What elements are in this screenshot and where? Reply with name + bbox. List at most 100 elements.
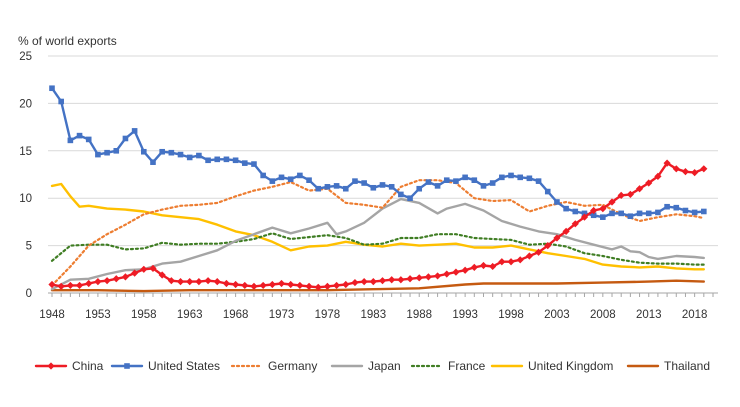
- y-tick-label: 10: [19, 193, 32, 205]
- x-tick-label: 1993: [452, 309, 478, 321]
- data-point: [232, 280, 240, 289]
- data-point: [177, 151, 184, 158]
- series-united-states: [49, 85, 707, 220]
- series-line-united-kingdom: [50, 182, 705, 271]
- data-point: [149, 264, 157, 272]
- data-point: [167, 277, 175, 285]
- data-point: [332, 281, 341, 290]
- data-point: [388, 276, 396, 284]
- data-point: [195, 278, 203, 286]
- data-point: [351, 278, 359, 287]
- data-point: [407, 195, 413, 201]
- data-point: [214, 156, 221, 163]
- data-point: [306, 177, 312, 183]
- data-point: [112, 275, 120, 283]
- y-tick-label: 0: [26, 288, 32, 300]
- data-point: [223, 156, 230, 163]
- data-point: [213, 278, 221, 286]
- data-point: [416, 185, 423, 192]
- y-tick-label: 15: [19, 146, 32, 158]
- data-point: [140, 265, 148, 273]
- data-point: [113, 148, 120, 154]
- data-point: [58, 98, 64, 105]
- data-point: [461, 266, 469, 274]
- legend-marker: [47, 362, 55, 370]
- data-point: [673, 204, 680, 211]
- legend-item-japan: Japan: [330, 359, 401, 373]
- data-point: [277, 279, 286, 288]
- data-point: [361, 180, 367, 186]
- data-point: [159, 148, 165, 155]
- data-point: [691, 169, 699, 177]
- x-axis: 1948 1953 1958 1963 1968 1973 1978 1983 1988 1993…: [39, 292, 718, 321]
- series-germany: [50, 179, 705, 287]
- data-point: [75, 281, 84, 290]
- data-point: [508, 172, 514, 179]
- data-point: [480, 183, 487, 189]
- data-point: [141, 148, 147, 155]
- data-point: [507, 258, 515, 266]
- data-point: [241, 281, 249, 290]
- data-point: [544, 242, 552, 250]
- data-point: [323, 282, 332, 290]
- data-point: [525, 252, 533, 260]
- y-tick-label: 25: [19, 51, 32, 63]
- data-point: [580, 213, 589, 221]
- x-tick-label: 2008: [590, 309, 616, 321]
- data-point: [681, 168, 690, 176]
- data-point: [260, 172, 266, 179]
- data-point: [635, 185, 644, 193]
- data-point: [433, 272, 442, 280]
- x-tick-label: 2003: [544, 309, 570, 321]
- data-point: [204, 277, 212, 285]
- data-point: [48, 280, 56, 289]
- data-point: [544, 188, 551, 195]
- data-point: [296, 281, 304, 290]
- legend: China United States Germany Japan France Unit…: [34, 359, 710, 373]
- x-tick-label: 1978: [315, 309, 341, 321]
- data-point: [627, 213, 634, 220]
- data-point: [489, 262, 497, 271]
- data-point: [378, 277, 387, 285]
- x-tick-label: 1998: [498, 309, 524, 321]
- data-point: [95, 151, 101, 158]
- x-tick-label: 1953: [85, 309, 111, 321]
- data-point: [76, 132, 83, 139]
- data-point: [499, 174, 505, 181]
- legend-label: Thailand: [664, 359, 710, 373]
- data-point: [526, 175, 533, 182]
- data-point: [379, 182, 386, 188]
- series-lines: [48, 85, 708, 293]
- data-point: [535, 178, 542, 184]
- data-point: [700, 165, 708, 173]
- data-point: [609, 210, 615, 217]
- data-point: [131, 128, 138, 134]
- data-point: [471, 177, 478, 183]
- data-point: [49, 85, 55, 92]
- legend-item-united-kingdom: United Kingdom: [490, 359, 613, 373]
- data-point: [664, 203, 670, 210]
- data-point: [269, 178, 276, 184]
- data-point: [645, 179, 653, 187]
- x-tick-label: 1983: [361, 309, 387, 321]
- data-point: [406, 275, 414, 283]
- data-point: [66, 281, 74, 290]
- data-point: [498, 258, 506, 266]
- series-line-france: [50, 232, 705, 266]
- data-point: [636, 210, 643, 217]
- data-point: [424, 273, 433, 281]
- data-point: [563, 205, 569, 212]
- data-point: [682, 207, 689, 214]
- data-point: [462, 174, 468, 181]
- y-tick-label: 20: [19, 98, 32, 110]
- data-point: [250, 282, 258, 290]
- data-point: [452, 268, 460, 276]
- data-point: [370, 184, 377, 191]
- data-point: [470, 263, 478, 272]
- data-point: [434, 183, 441, 189]
- data-point: [360, 278, 368, 286]
- legend-label: China: [72, 359, 104, 373]
- data-point: [333, 183, 340, 189]
- legend-item-thailand: Thailand: [626, 359, 710, 373]
